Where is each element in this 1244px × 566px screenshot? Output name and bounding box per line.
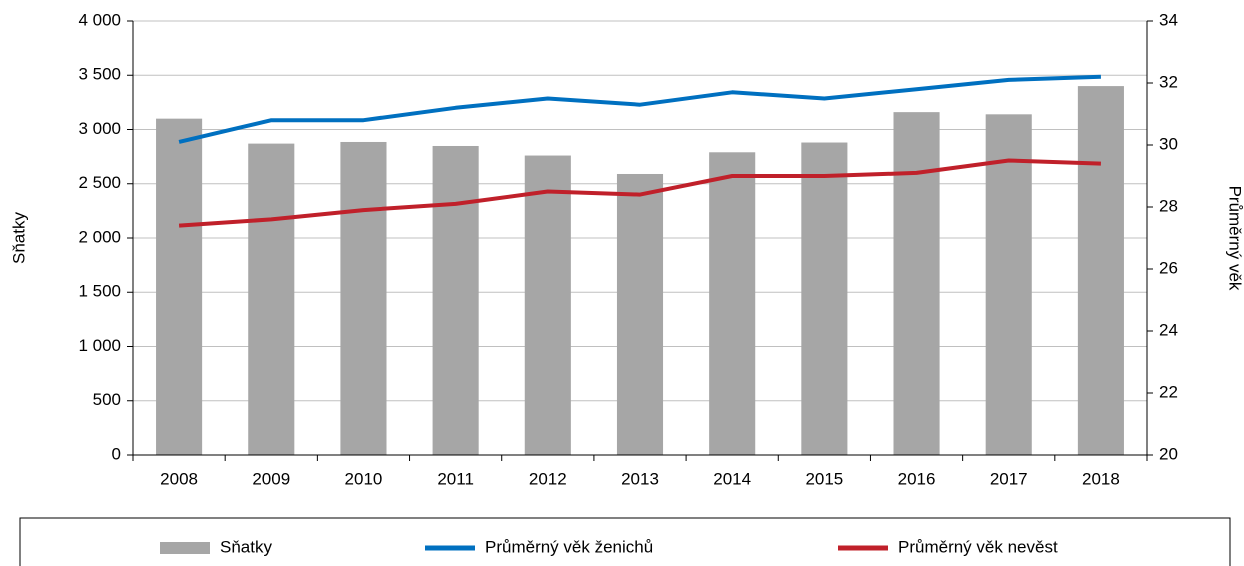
y2-tick-label: 32 <box>1159 72 1178 91</box>
legend-swatch <box>160 542 210 554</box>
bar <box>340 141 387 456</box>
bar <box>893 112 940 455</box>
y-tick-label: 3 000 <box>78 119 121 138</box>
y-tick-label: 2 500 <box>78 173 121 192</box>
x-tick-label: 2008 <box>160 469 198 488</box>
y2-tick-label: 20 <box>1159 444 1178 463</box>
y2-tick-label: 34 <box>1159 10 1178 29</box>
legend-label: Průměrný věk ženichů <box>485 537 653 556</box>
bar <box>801 142 848 455</box>
bar <box>616 173 664 456</box>
x-tick-label: 2010 <box>345 469 383 488</box>
line <box>178 74 1101 144</box>
bar <box>248 143 295 456</box>
bar <box>1077 86 1124 455</box>
x-tick-label: 2017 <box>990 469 1028 488</box>
y2-tick-label: 28 <box>1159 196 1178 215</box>
bar <box>709 152 756 455</box>
legend-label: Průměrný věk nevěst <box>898 537 1058 556</box>
y-tick-label: 500 <box>93 390 121 409</box>
bar <box>985 114 1032 455</box>
bar <box>432 145 479 455</box>
x-tick-label: 2018 <box>1082 469 1120 488</box>
y2-tick-label: 30 <box>1159 134 1178 153</box>
bar <box>156 118 203 456</box>
legend-label: Sňatky <box>220 537 272 556</box>
y2-tick-label: 26 <box>1159 258 1178 277</box>
x-tick-label: 2012 <box>529 469 567 488</box>
y-tick-label: 1 000 <box>78 336 121 355</box>
x-tick-label: 2011 <box>437 469 474 488</box>
x-tick-label: 2009 <box>252 469 290 488</box>
y-tick-label: 2 000 <box>78 227 121 246</box>
y-tick-label: 0 <box>112 444 121 463</box>
x-tick-label: 2015 <box>805 469 843 488</box>
y-tick-label: 4 000 <box>78 10 121 29</box>
y-axis-label: Sňatky <box>9 212 28 264</box>
y-tick-label: 1 500 <box>78 282 121 301</box>
x-tick-label: 2016 <box>898 469 936 488</box>
y2-tick-label: 24 <box>1159 320 1178 339</box>
line <box>178 158 1101 228</box>
y2-axis-label: Průměrný věk <box>1226 186 1244 291</box>
x-tick-label: 2013 <box>621 469 659 488</box>
x-tick-label: 2014 <box>713 469 751 488</box>
y-tick-label: 3 500 <box>78 65 121 84</box>
bar <box>524 155 571 456</box>
legend-box <box>19 517 1231 566</box>
y2-tick-label: 22 <box>1159 382 1178 401</box>
